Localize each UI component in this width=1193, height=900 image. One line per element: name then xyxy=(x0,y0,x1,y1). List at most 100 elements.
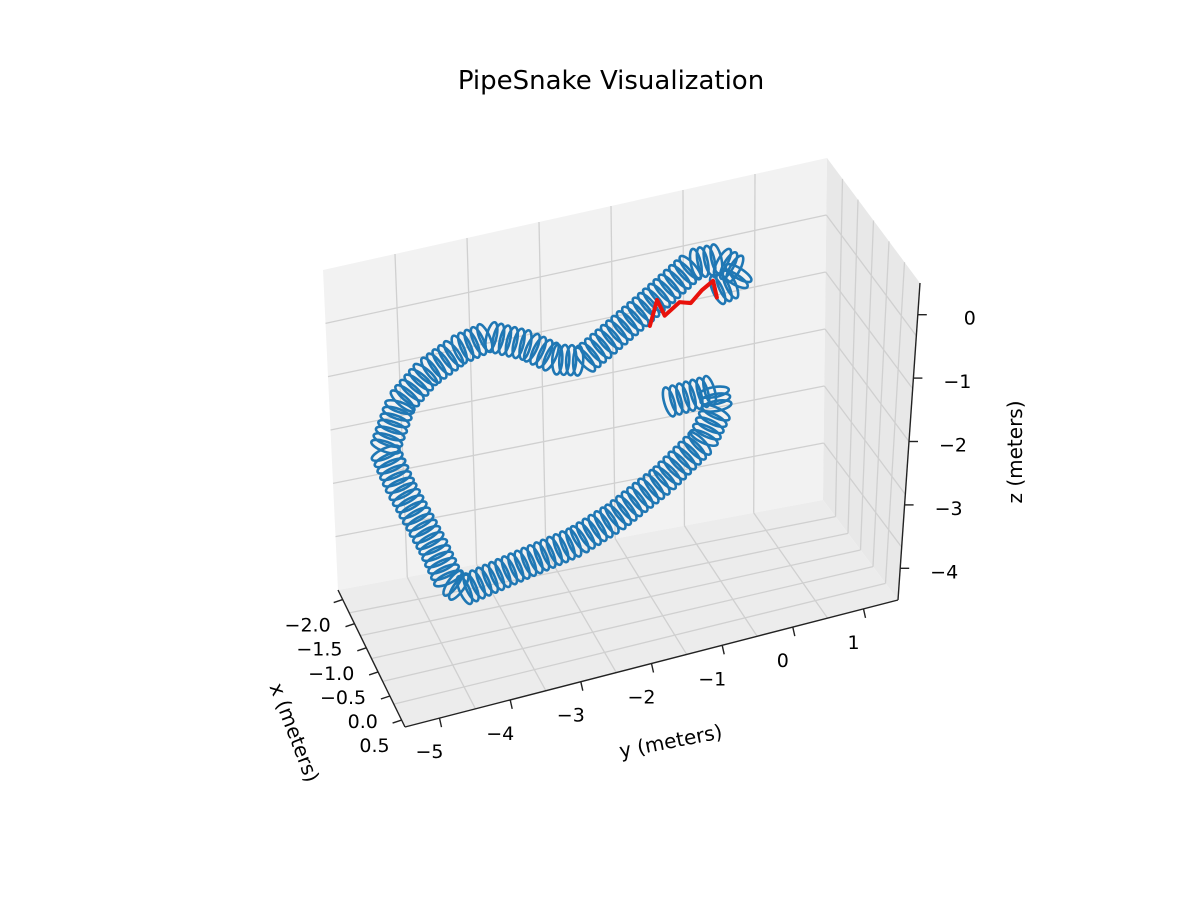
pipe-ring xyxy=(513,549,531,580)
pipe-ring xyxy=(589,332,613,360)
y-tick-mark xyxy=(509,699,513,710)
pipe-ring xyxy=(699,392,732,407)
pipe-ring xyxy=(609,499,633,527)
x-tick-label: −2.0 xyxy=(285,615,331,637)
x-tick-label: 0.0 xyxy=(348,711,378,733)
pipe-ring xyxy=(708,274,727,306)
pipe-ring xyxy=(599,506,620,535)
pipe-ring xyxy=(374,425,406,442)
x-tick-label: −1.5 xyxy=(296,639,342,661)
x-tick-label: −1.0 xyxy=(308,663,354,685)
grid-line-z xyxy=(325,214,827,324)
y-tick-mark xyxy=(580,681,584,691)
pipe-ring xyxy=(425,352,448,380)
pipe-ring xyxy=(398,378,425,403)
pipe-ring xyxy=(407,367,435,392)
z-axis-label: z (meters) xyxy=(1003,400,1027,503)
grid-line-x xyxy=(382,566,874,682)
pipe-ring xyxy=(552,532,570,564)
x-tick-label: −0.5 xyxy=(320,687,366,709)
pipe-ring xyxy=(636,291,661,319)
pipe-ring xyxy=(642,473,666,501)
pipe-ring xyxy=(615,494,638,522)
y-tick-label: −4 xyxy=(486,723,514,745)
pipe-ring xyxy=(372,431,404,449)
pipe-ring xyxy=(429,563,461,582)
grid-line-x xyxy=(847,199,859,534)
pipe-ring xyxy=(583,337,608,364)
pipe-ring xyxy=(587,513,608,543)
pipe-ring xyxy=(370,438,402,455)
grid-line-z xyxy=(327,271,826,378)
pipe-ring xyxy=(557,343,571,377)
pipe-ring xyxy=(450,334,469,365)
pipe-ring xyxy=(675,382,691,414)
pipe-ring xyxy=(431,348,454,376)
pipe-ring xyxy=(389,389,416,413)
pipe-ring xyxy=(475,322,494,354)
pipe-ring xyxy=(532,541,551,572)
pipe-ring xyxy=(398,500,428,520)
grid-line-z xyxy=(332,385,825,484)
pipe-ring xyxy=(657,460,683,486)
pipe-ring xyxy=(662,268,687,295)
pipe-ring xyxy=(550,343,564,376)
pipe-ring xyxy=(436,344,460,372)
pipe-ring xyxy=(545,535,564,567)
pipe-ring xyxy=(695,246,710,279)
pipe-ring xyxy=(379,412,411,429)
pipe-ring xyxy=(667,263,692,290)
x-tick-mark xyxy=(345,623,355,628)
pipe-ring xyxy=(518,329,533,361)
grid-line-x xyxy=(371,549,861,660)
pipe-ring xyxy=(594,328,619,355)
pipe-ring xyxy=(626,486,649,514)
pipe-ring xyxy=(673,259,698,286)
pipe-ring xyxy=(720,268,750,290)
pipe-ring xyxy=(677,440,703,466)
grid-line-x xyxy=(834,178,844,517)
x-tick-mark xyxy=(333,598,343,604)
z-tick-label: −3 xyxy=(935,498,963,520)
y-tick-mark xyxy=(650,663,655,673)
pipe-ring xyxy=(504,325,520,358)
z-tick-label: 0 xyxy=(964,308,976,330)
pipe-ring xyxy=(691,422,722,441)
pipe-ring xyxy=(718,250,739,281)
pipe-ring xyxy=(463,328,482,359)
pipe-ring xyxy=(626,300,650,328)
pipe-ring xyxy=(637,477,660,505)
pipe-ring xyxy=(564,343,578,377)
pipe-ring xyxy=(401,506,432,526)
pipe-ring xyxy=(529,335,548,366)
pipe-ring xyxy=(526,543,544,575)
pipe-ring xyxy=(541,341,561,372)
pipe-ring xyxy=(391,487,422,508)
pipe-ring xyxy=(384,476,416,495)
x-axis-line xyxy=(337,589,406,728)
pipe-ring xyxy=(421,544,452,563)
pipe-ring xyxy=(403,373,430,397)
pipe-ring xyxy=(721,269,740,300)
pipe-ring xyxy=(573,346,597,373)
pipe-ring xyxy=(661,386,677,418)
grid-line-x xyxy=(872,241,890,567)
pipe-series xyxy=(370,243,753,606)
x-tick-mark xyxy=(392,719,402,724)
z-tick-label: −1 xyxy=(943,371,971,393)
y-tick-mark xyxy=(438,717,443,728)
pipe-ring xyxy=(694,416,725,435)
pipe-ring xyxy=(581,517,603,547)
pipe-ring xyxy=(697,385,731,400)
pipe-ring xyxy=(511,327,526,360)
pipe-ring xyxy=(519,546,538,578)
pipe-ring xyxy=(456,331,475,362)
pipe-ring xyxy=(535,338,554,369)
pipe-ring xyxy=(610,314,634,341)
pipe-ring xyxy=(522,332,542,363)
pipe-ring xyxy=(672,445,698,471)
pipe-ring xyxy=(419,356,443,384)
pipe-ring xyxy=(620,305,645,332)
